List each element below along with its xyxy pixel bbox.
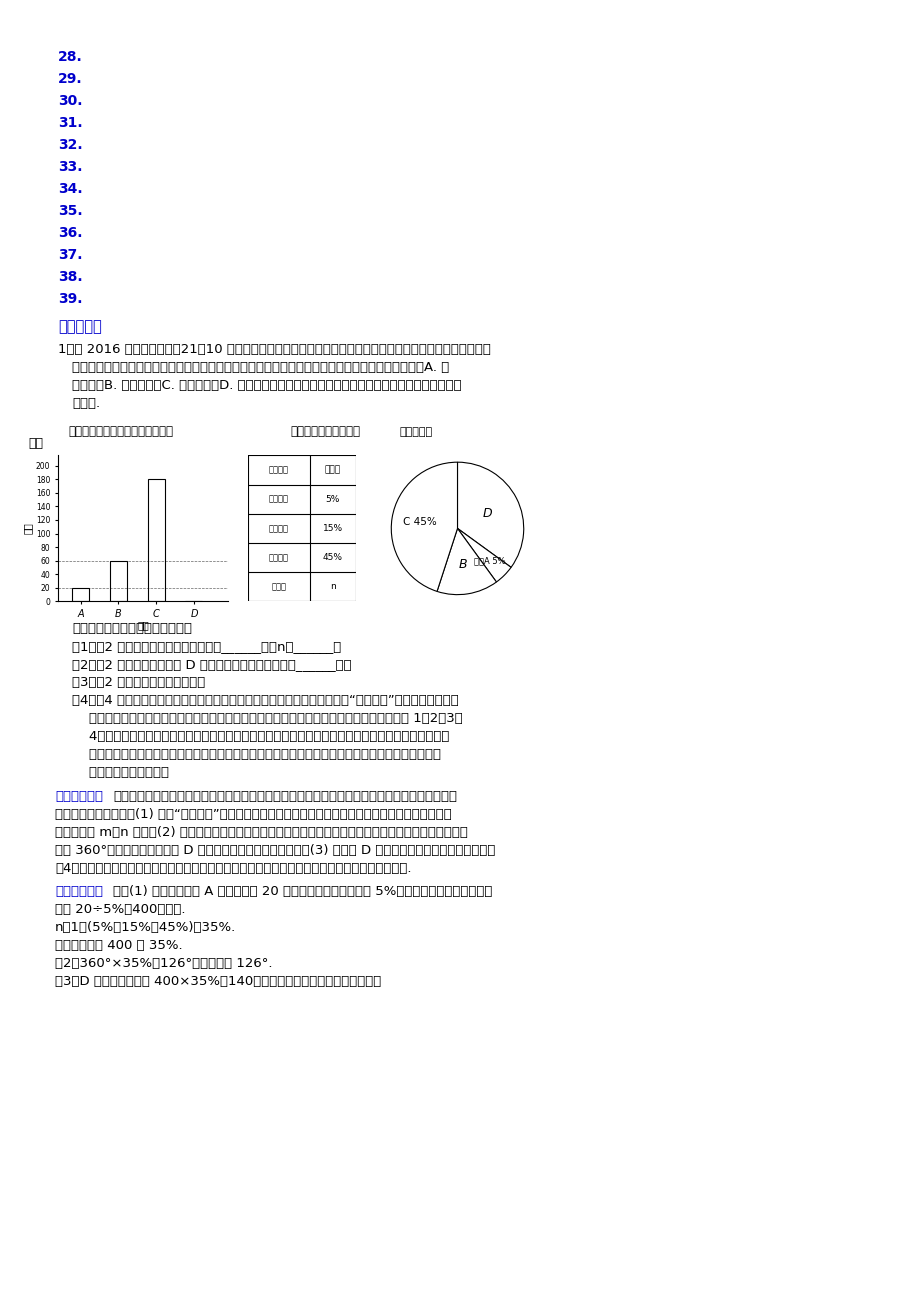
Text: 39.: 39. xyxy=(58,292,83,306)
Text: 了解程度: 了解程度 xyxy=(268,465,289,474)
Text: 34.: 34. xyxy=(58,182,83,197)
Text: 数与 360°的比可求出统计图中 D 部分层形所对应的圆心角度数；(3) 先求出 D 等级的人数，再补全条形统计图；: 数与 360°的比可求出统计图中 D 部分层形所对应的圆心角度数；(3) 先求出… xyxy=(55,844,494,857)
Text: 对雾霾天气了解程度的条形统计图: 对雾霾天气了解程度的条形统计图 xyxy=(68,424,173,437)
Text: 计图表.: 计图表. xyxy=(72,397,100,410)
Text: n＝1－(5%＋15%＋45%)＝35%.: n＝1－(5%＋15%＋45%)＝35%. xyxy=(55,921,236,934)
Text: 1．（ 2016 甘肃省天水市，21，10 分）近年来，我国持续大面积的雾霾天气让环保和健康问题成为焦点．为了: 1．（ 2016 甘肃省天水市，21，10 分）近年来，我国持续大面积的雾霾天气… xyxy=(58,342,491,355)
Text: 了解A 5%: 了解A 5% xyxy=(474,557,505,565)
Text: 38.: 38. xyxy=(58,270,83,284)
Text: 解：(1) 观察图表，知 A 等级学生有 20 人，占所抽查学生数量的 5%，故本次参与调查的学生人: 解：(1) 观察图表，知 A 等级学生有 20 人，占所抽查学生数量的 5%，故… xyxy=(113,885,492,898)
Bar xyxy=(72,589,89,602)
Text: 45%: 45% xyxy=(323,553,343,562)
Text: 不大，解题的关键是：(1) 根据“基本了解”的人数以及所占比例，可求得总人数；再根据频数、百分比之间的: 不大，解题的关键是：(1) 根据“基本了解”的人数以及所占比例，可求得总人数；再… xyxy=(55,809,451,822)
Text: 28.: 28. xyxy=(58,49,83,64)
Text: （2）360°×35%＝126°，故答案为 126°.: （2）360°×35%＝126°，故答案为 126°. xyxy=(55,957,272,970)
Text: 数为 20÷5%＝400（人）.: 数为 20÷5%＝400（人）. xyxy=(55,904,186,917)
Text: 出一个球．若摸出的两个球上的数字和为奇数，则小明去，否则小刚去．请用树状图或列表法说明这: 出一个球．若摸出的两个球上的数字和为奇数，则小明去，否则小刚去．请用树状图或列表… xyxy=(72,749,440,760)
Bar xyxy=(148,479,165,602)
Text: 请结合统计图表，回答下列问题：: 请结合统计图表，回答下列问题： xyxy=(72,622,192,635)
Text: 31.: 31. xyxy=(58,116,83,130)
Text: 频率比: 频率比 xyxy=(324,465,340,474)
Text: （3）D 等级学生人数为 400×35%＝140（人），补全条形统计图如图所示：: （3）D 等级学生人数为 400×35%＝140（人），补全条形统计图如图所示： xyxy=(55,975,380,988)
Text: 调查学生对雾霾天气知识的了解程度，某校在学生中做了一次抽样调查，调查结果共分为四个等级：A. 非: 调查学生对雾霾天气知识的了解程度，某校在学生中做了一次抽样调查，调查结果共分为四… xyxy=(72,361,448,374)
Text: 32.: 32. xyxy=(58,138,83,152)
Text: 常了解；B. 比较了解；C. 基本了解；D. 不了解．根据调查统计结果，绘制了如图所示的不完整的三种统: 常了解；B. 比较了解；C. 基本了解；D. 不了解．根据调查统计结果，绘制了如… xyxy=(72,379,461,392)
Text: 30.: 30. xyxy=(58,94,83,108)
Text: 基本了解: 基本了解 xyxy=(268,553,289,562)
Text: 表：: 表： xyxy=(28,437,43,450)
Text: D: D xyxy=(482,506,492,519)
Text: 15%: 15% xyxy=(323,523,343,533)
Text: （4）（4 分）根据调查结果，学校准备开展关于雾霾的知识竞赛，某班要从“非常了解”程度的小明和小刚: （4）（4 分）根据调查结果，学校准备开展关于雾霾的知识竞赛，某班要从“非常了解… xyxy=(72,694,459,707)
Wedge shape xyxy=(457,462,523,568)
Text: （3）（2 分）请补全条形统计图；: （3）（2 分）请补全条形统计图； xyxy=(72,676,205,689)
Text: 非常了解: 非常了解 xyxy=(268,495,289,504)
Text: （4）用树状图列举出所有等可能出现的结果，进而求出小明和小刚各自参加的概率，然后作出判断.: （4）用树状图列举出所有等可能出现的结果，进而求出小明和小刚各自参加的概率，然后… xyxy=(55,862,411,875)
Text: C 45%: C 45% xyxy=(403,517,436,527)
Text: 对雾霾天气了解程度的: 对雾霾天气了解程度的 xyxy=(289,424,359,437)
Wedge shape xyxy=(457,529,511,582)
Wedge shape xyxy=(391,462,457,591)
Bar xyxy=(110,561,127,602)
Text: 三、解答题: 三、解答题 xyxy=(58,319,102,335)
Text: （1）（2 分）本次参与调查的学生共有______人，n＝______；: （1）（2 分）本次参与调查的学生共有______人，n＝______； xyxy=(72,641,341,654)
Text: 5%: 5% xyxy=(325,495,340,504)
Text: 36.: 36. xyxy=(58,227,83,240)
Text: n: n xyxy=(330,582,335,591)
Text: 29.: 29. xyxy=(58,72,83,86)
Text: 故答案分别为 400 和 35%.: 故答案分别为 400 和 35%. xyxy=(55,939,183,952)
Text: 关系，可得 m，n 的値；(2) 在层形统计图中，根据每部分占总体的百分比等于该部分所对应的层形圆心角的度: 关系，可得 m，n 的値；(2) 在层形统计图中，根据每部分占总体的百分比等于该… xyxy=(55,825,468,838)
Text: 35.: 35. xyxy=(58,204,83,217)
Text: B: B xyxy=(459,557,467,570)
Text: 个游戏规则是否公平．: 个游戏规则是否公平． xyxy=(72,766,169,779)
Text: 33.: 33. xyxy=(58,160,83,174)
Text: 层形统计图: 层形统计图 xyxy=(400,427,433,437)
Wedge shape xyxy=(437,529,496,595)
Text: 【逐步提示】: 【逐步提示】 xyxy=(55,790,103,803)
Text: （2）（2 分）层形统计图中 D 部分层形所对应的圆心角是______度；: （2）（2 分）层形统计图中 D 部分层形所对应的圆心角是______度； xyxy=(72,658,351,671)
Text: 4，然后放到一个不透明的袋中，一个人先从袋中随机摸出一个球，另一人再从剩下的三个球中随机摸: 4，然后放到一个不透明的袋中，一个人先从袋中随机摸出一个球，另一人再从剩下的三个… xyxy=(72,730,448,743)
Text: 比较了解: 比较了解 xyxy=(268,523,289,533)
Text: 本题考查了统计表，条形统计图，层形统计图，用树状图或列表法求概率以及游戏的公平性，难度: 本题考查了统计表，条形统计图，层形统计图，用树状图或列表法求概率以及游戏的公平性… xyxy=(113,790,457,803)
X-axis label: 等级: 等级 xyxy=(137,621,149,630)
Text: 不了解: 不了解 xyxy=(271,582,286,591)
Text: 【详细解答】: 【详细解答】 xyxy=(55,885,103,898)
Y-axis label: 人数: 人数 xyxy=(23,522,33,534)
Text: 中选一人参加，现设计了如下游戏来确定，具体规则是：把四个完全相同的乒乓球标上数字 1，2，3，: 中选一人参加，现设计了如下游戏来确定，具体规则是：把四个完全相同的乒乓球标上数字… xyxy=(72,712,462,725)
Text: 37.: 37. xyxy=(58,247,83,262)
